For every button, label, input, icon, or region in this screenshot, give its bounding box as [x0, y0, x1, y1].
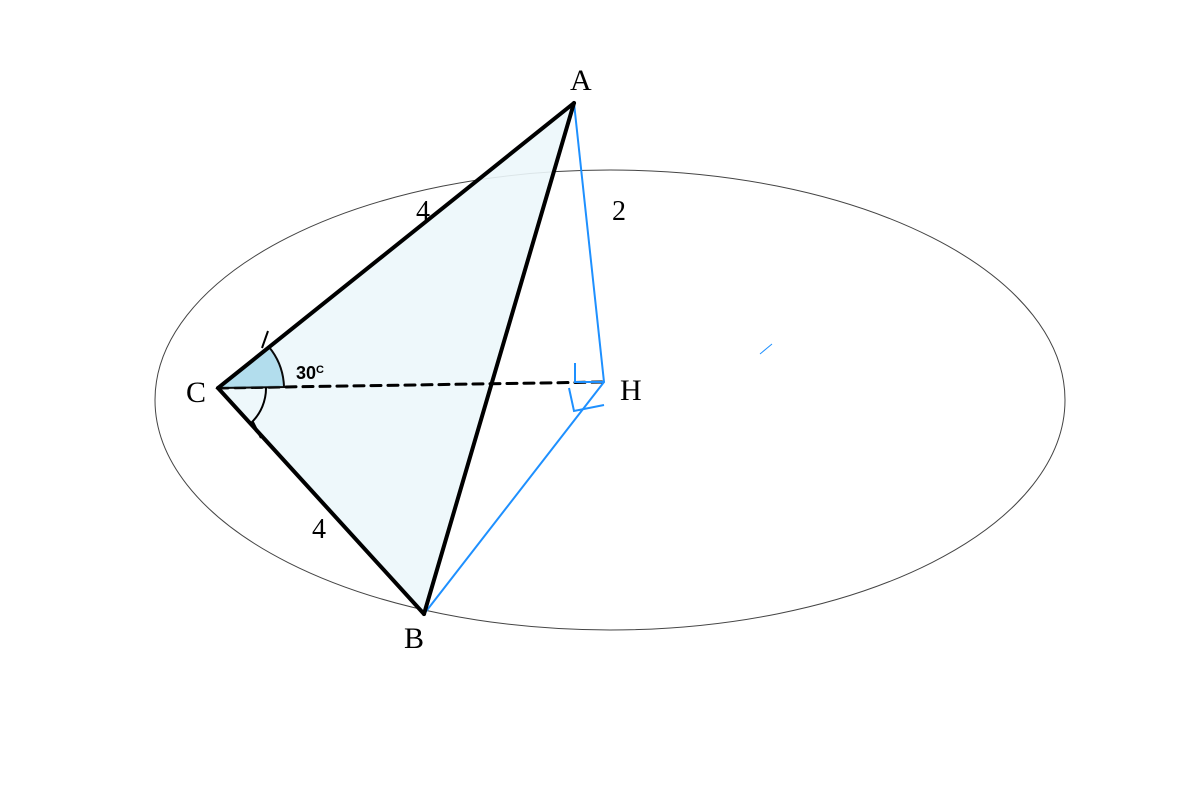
edge-AH — [574, 103, 604, 382]
angle-ACH-deg: C — [316, 364, 324, 376]
stray-mark — [760, 344, 772, 354]
label-H: H — [620, 374, 642, 407]
edge-label-CB: 4 — [312, 514, 326, 545]
label-C: C — [186, 376, 206, 409]
edge-label-CA: 4 — [416, 196, 430, 227]
edge-label-AH: 2 — [612, 196, 626, 227]
right-angle-BH — [569, 388, 604, 411]
angle-ACH-tick — [262, 331, 268, 348]
angle-ACH-value: 30 — [296, 363, 316, 383]
right-angle-AH — [575, 363, 604, 382]
label-A: A — [570, 64, 592, 97]
geometry-diagram: A B C H 4 4 2 30C — [0, 0, 1200, 787]
label-B: B — [404, 622, 424, 655]
